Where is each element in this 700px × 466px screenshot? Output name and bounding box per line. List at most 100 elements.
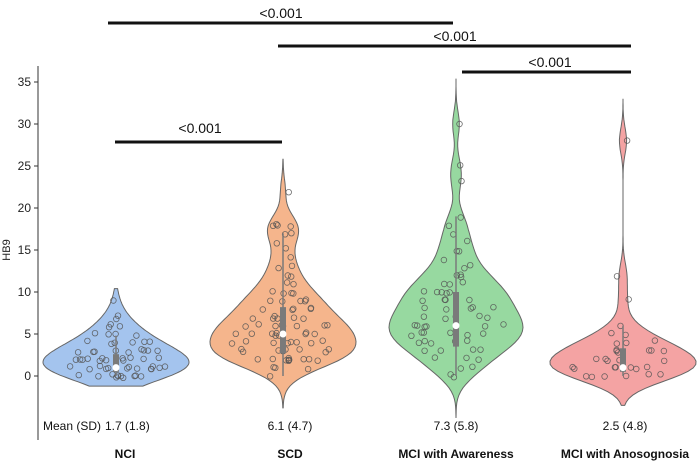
data-point bbox=[456, 120, 463, 128]
data-point bbox=[613, 273, 621, 280]
data-point bbox=[119, 374, 127, 381]
data-point bbox=[108, 340, 115, 348]
data-point bbox=[661, 357, 668, 365]
data-point bbox=[79, 356, 86, 363]
data-point bbox=[129, 339, 136, 346]
data-point bbox=[475, 356, 482, 363]
data-point bbox=[321, 322, 328, 329]
y-tick-label: 15 bbox=[18, 243, 32, 257]
data-point bbox=[269, 288, 276, 295]
y-tick-label: 5 bbox=[24, 327, 31, 341]
category-label: MCI with Awareness bbox=[398, 447, 514, 461]
data-point bbox=[254, 356, 261, 363]
data-point bbox=[304, 365, 312, 373]
data-point bbox=[469, 346, 477, 353]
mean-sd-value: 1.7 (1.8) bbox=[105, 419, 150, 433]
data-point bbox=[272, 322, 279, 330]
data-point bbox=[266, 373, 274, 380]
data-point bbox=[140, 347, 148, 354]
iqr-box bbox=[113, 354, 119, 372]
violin-mci-with-awareness bbox=[388, 78, 524, 419]
y-axis-title: HB9 bbox=[1, 239, 13, 260]
data-point bbox=[86, 366, 93, 373]
data-point bbox=[141, 338, 148, 345]
data-point bbox=[467, 305, 475, 312]
data-point bbox=[602, 355, 609, 363]
data-point bbox=[120, 357, 127, 364]
data-point bbox=[466, 296, 473, 304]
data-point bbox=[272, 332, 279, 339]
data-point bbox=[283, 279, 291, 286]
data-point bbox=[648, 347, 655, 354]
data-point bbox=[467, 262, 474, 269]
data-point bbox=[105, 331, 112, 338]
mean-sd-labels: Mean (SD) 1.7 (1.8) 6.1 (4.7) 7.3 (5.8) 2.5… bbox=[43, 419, 647, 433]
data-point bbox=[314, 357, 321, 364]
significance-label: <0.001 bbox=[178, 120, 221, 136]
violin-scd bbox=[209, 158, 357, 409]
data-point bbox=[421, 347, 428, 354]
data-point bbox=[457, 162, 464, 169]
data-point bbox=[74, 349, 82, 356]
data-point bbox=[300, 315, 307, 322]
violins bbox=[42, 78, 697, 419]
data-point bbox=[287, 223, 294, 230]
data-point bbox=[469, 304, 476, 311]
data-point bbox=[458, 177, 465, 185]
data-point bbox=[288, 262, 296, 270]
data-point bbox=[419, 297, 426, 304]
data-point bbox=[490, 304, 497, 311]
data-point bbox=[481, 323, 489, 330]
significance-brackets: <0.001 <0.001 <0.001 <0.001 bbox=[108, 5, 631, 144]
data-point bbox=[144, 347, 152, 354]
data-point bbox=[156, 364, 163, 371]
data-point bbox=[84, 337, 91, 345]
data-point bbox=[625, 296, 632, 303]
data-point bbox=[270, 364, 277, 371]
category-labels: NCI SCD MCI with Awareness MCI with Anosogn… bbox=[115, 447, 690, 461]
data-point bbox=[95, 373, 102, 380]
data-point bbox=[441, 280, 448, 288]
data-point bbox=[604, 357, 611, 364]
data-point bbox=[480, 330, 487, 337]
data-point bbox=[296, 346, 303, 353]
data-point bbox=[287, 254, 294, 261]
data-point bbox=[457, 365, 464, 372]
data-point bbox=[289, 306, 296, 314]
data-point bbox=[593, 355, 600, 363]
y-tick-label: 30 bbox=[18, 117, 32, 131]
data-point bbox=[255, 321, 262, 328]
data-point bbox=[91, 348, 98, 355]
data-point bbox=[284, 272, 291, 279]
data-point bbox=[311, 330, 318, 338]
data-point bbox=[110, 297, 117, 304]
data-point bbox=[285, 357, 292, 364]
data-point bbox=[457, 271, 464, 278]
violin-nci bbox=[42, 288, 190, 387]
data-point bbox=[288, 229, 295, 237]
data-point bbox=[442, 296, 449, 304]
data-point bbox=[273, 220, 280, 228]
data-point bbox=[319, 337, 326, 344]
mean-sd-value: 2.5 (4.8) bbox=[603, 419, 648, 433]
category-label: MCI with Anosognosia bbox=[561, 447, 690, 461]
data-point bbox=[269, 330, 276, 337]
data-point bbox=[155, 354, 162, 361]
data-point bbox=[411, 322, 418, 329]
data-point bbox=[267, 297, 274, 304]
median-marker bbox=[112, 364, 120, 372]
data-point bbox=[611, 364, 619, 371]
data-point bbox=[72, 356, 80, 363]
y-tick-label: 20 bbox=[18, 201, 32, 215]
data-point bbox=[463, 354, 470, 362]
data-point bbox=[457, 214, 464, 221]
data-point bbox=[443, 290, 450, 297]
data-point bbox=[307, 305, 314, 312]
data-point bbox=[464, 331, 471, 339]
data-point bbox=[238, 345, 245, 353]
data-point bbox=[285, 188, 292, 196]
data-point bbox=[297, 297, 304, 305]
data-point bbox=[420, 313, 428, 320]
data-point bbox=[76, 356, 84, 363]
y-tick-label: 0 bbox=[24, 369, 31, 383]
